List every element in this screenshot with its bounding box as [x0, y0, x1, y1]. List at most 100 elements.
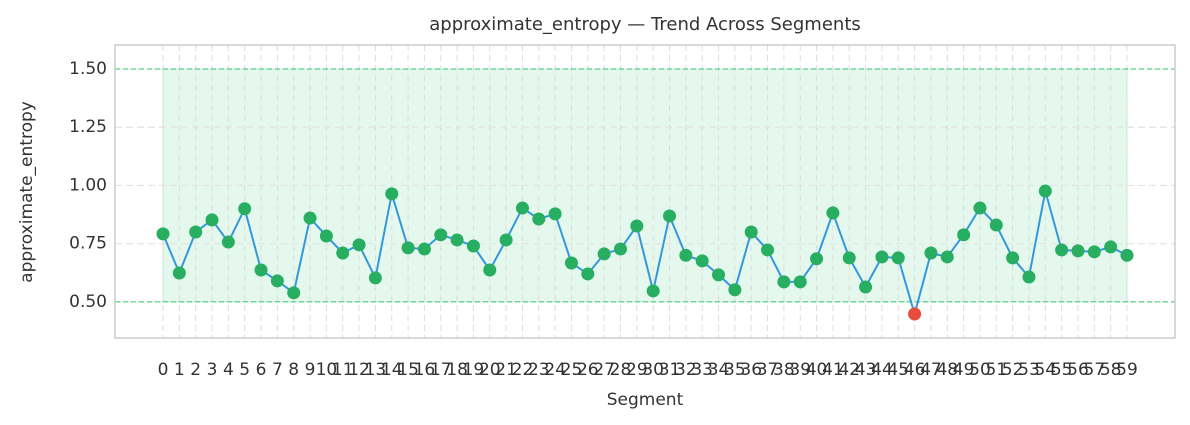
y-tick-label: 0.75: [69, 234, 107, 254]
x-tick-label: 2: [190, 360, 201, 380]
x-tick-label: 51: [985, 360, 1007, 380]
x-tick-label: 35: [724, 360, 746, 380]
data-point: [581, 267, 595, 281]
data-point: [695, 254, 709, 268]
x-tick-label: 1: [174, 360, 185, 380]
x-tick-label: 22: [512, 360, 534, 380]
x-tick-label: 31: [659, 360, 681, 380]
data-point: [450, 233, 464, 247]
data-point: [859, 280, 873, 294]
data-point: [1071, 244, 1085, 258]
x-tick-label: 56: [1067, 360, 1089, 380]
x-tick-label: 36: [740, 360, 762, 380]
data-point: [434, 228, 448, 242]
x-tick-label: 0: [158, 360, 169, 380]
x-tick-label: 44: [871, 360, 893, 380]
x-tick-label: 27: [593, 360, 615, 380]
data-point: [156, 227, 170, 241]
data-point: [1055, 243, 1069, 257]
data-point: [613, 242, 627, 256]
data-point: [532, 212, 546, 226]
data-point: [172, 266, 186, 280]
data-point: [646, 284, 660, 298]
x-tick-label: 30: [642, 360, 664, 380]
data-point: [1104, 240, 1118, 254]
x-tick-label: 15: [397, 360, 419, 380]
x-tick-label: 41: [822, 360, 844, 380]
x-tick-label: 58: [1100, 360, 1122, 380]
x-axis-label: Segment: [607, 390, 684, 410]
y-tick-label: 1.00: [69, 175, 107, 195]
chart-title: approximate_entropy — Trend Across Segme…: [429, 14, 861, 35]
x-tick-label: 48: [936, 360, 958, 380]
data-point: [761, 243, 775, 257]
x-tick-label: 7: [272, 360, 283, 380]
x-tick-label: 3: [207, 360, 218, 380]
x-tick-label: 42: [838, 360, 860, 380]
x-tick-label: 19: [463, 360, 485, 380]
data-point: [352, 238, 366, 252]
x-tick-label: 54: [1034, 360, 1056, 380]
x-tick-label: 26: [577, 360, 599, 380]
x-tick-label: 40: [806, 360, 828, 380]
data-point: [303, 211, 317, 225]
x-tick-label: 10: [316, 360, 338, 380]
x-tick-label: 16: [414, 360, 436, 380]
x-tick-label: 11: [332, 360, 354, 380]
data-point: [254, 263, 268, 277]
data-point: [728, 283, 742, 297]
x-tick-label: 14: [381, 360, 403, 380]
data-point: [891, 251, 905, 265]
data-point: [483, 263, 497, 277]
x-tick-label: 32: [675, 360, 697, 380]
x-tick-label: 18: [446, 360, 468, 380]
x-tick-label: 53: [1018, 360, 1040, 380]
data-point: [564, 256, 578, 270]
x-tick-label: 37: [757, 360, 779, 380]
data-point: [875, 250, 889, 264]
data-point: [940, 250, 954, 264]
data-point: [924, 246, 938, 260]
data-point: [842, 251, 856, 265]
y-tick-label: 1.25: [69, 117, 107, 137]
x-tick-label: 45: [887, 360, 909, 380]
x-tick-label: 43: [855, 360, 877, 380]
data-point: [1022, 270, 1036, 284]
x-tick-label: 12: [348, 360, 370, 380]
x-tick-label: 34: [708, 360, 730, 380]
data-point: [1006, 251, 1020, 265]
data-point: [989, 218, 1003, 232]
data-point: [385, 187, 399, 201]
x-tick-label: 9: [305, 360, 316, 380]
x-tick-label: 29: [626, 360, 648, 380]
data-point: [957, 228, 971, 242]
x-tick-label: 55: [1051, 360, 1073, 380]
y-tick-label: 1.50: [69, 59, 107, 79]
x-tick-label: 39: [789, 360, 811, 380]
data-point: [597, 247, 611, 261]
x-tick-label: 28: [610, 360, 632, 380]
data-point: [515, 201, 529, 215]
x-tick-label: 13: [365, 360, 387, 380]
y-tick-label: 0.50: [69, 292, 107, 312]
data-point: [270, 274, 284, 288]
x-tick-label: 8: [288, 360, 299, 380]
x-tick-label: 21: [495, 360, 517, 380]
x-tick-label: 38: [773, 360, 795, 380]
x-tick-label: 23: [528, 360, 550, 380]
y-axis-label: approximate_entropy: [17, 101, 37, 283]
data-point: [319, 229, 333, 243]
x-tick-label: 47: [920, 360, 942, 380]
data-point: [221, 235, 235, 249]
x-tick-label: 57: [1084, 360, 1106, 380]
data-point: [793, 275, 807, 289]
data-point: [287, 286, 301, 300]
data-point: [908, 307, 922, 321]
x-tick-label: 25: [561, 360, 583, 380]
x-tick-label: 4: [223, 360, 234, 380]
x-tick-label: 49: [953, 360, 975, 380]
data-point: [417, 242, 431, 256]
x-tick-label: 17: [430, 360, 452, 380]
data-point: [1087, 245, 1101, 259]
x-tick-label: 33: [691, 360, 713, 380]
